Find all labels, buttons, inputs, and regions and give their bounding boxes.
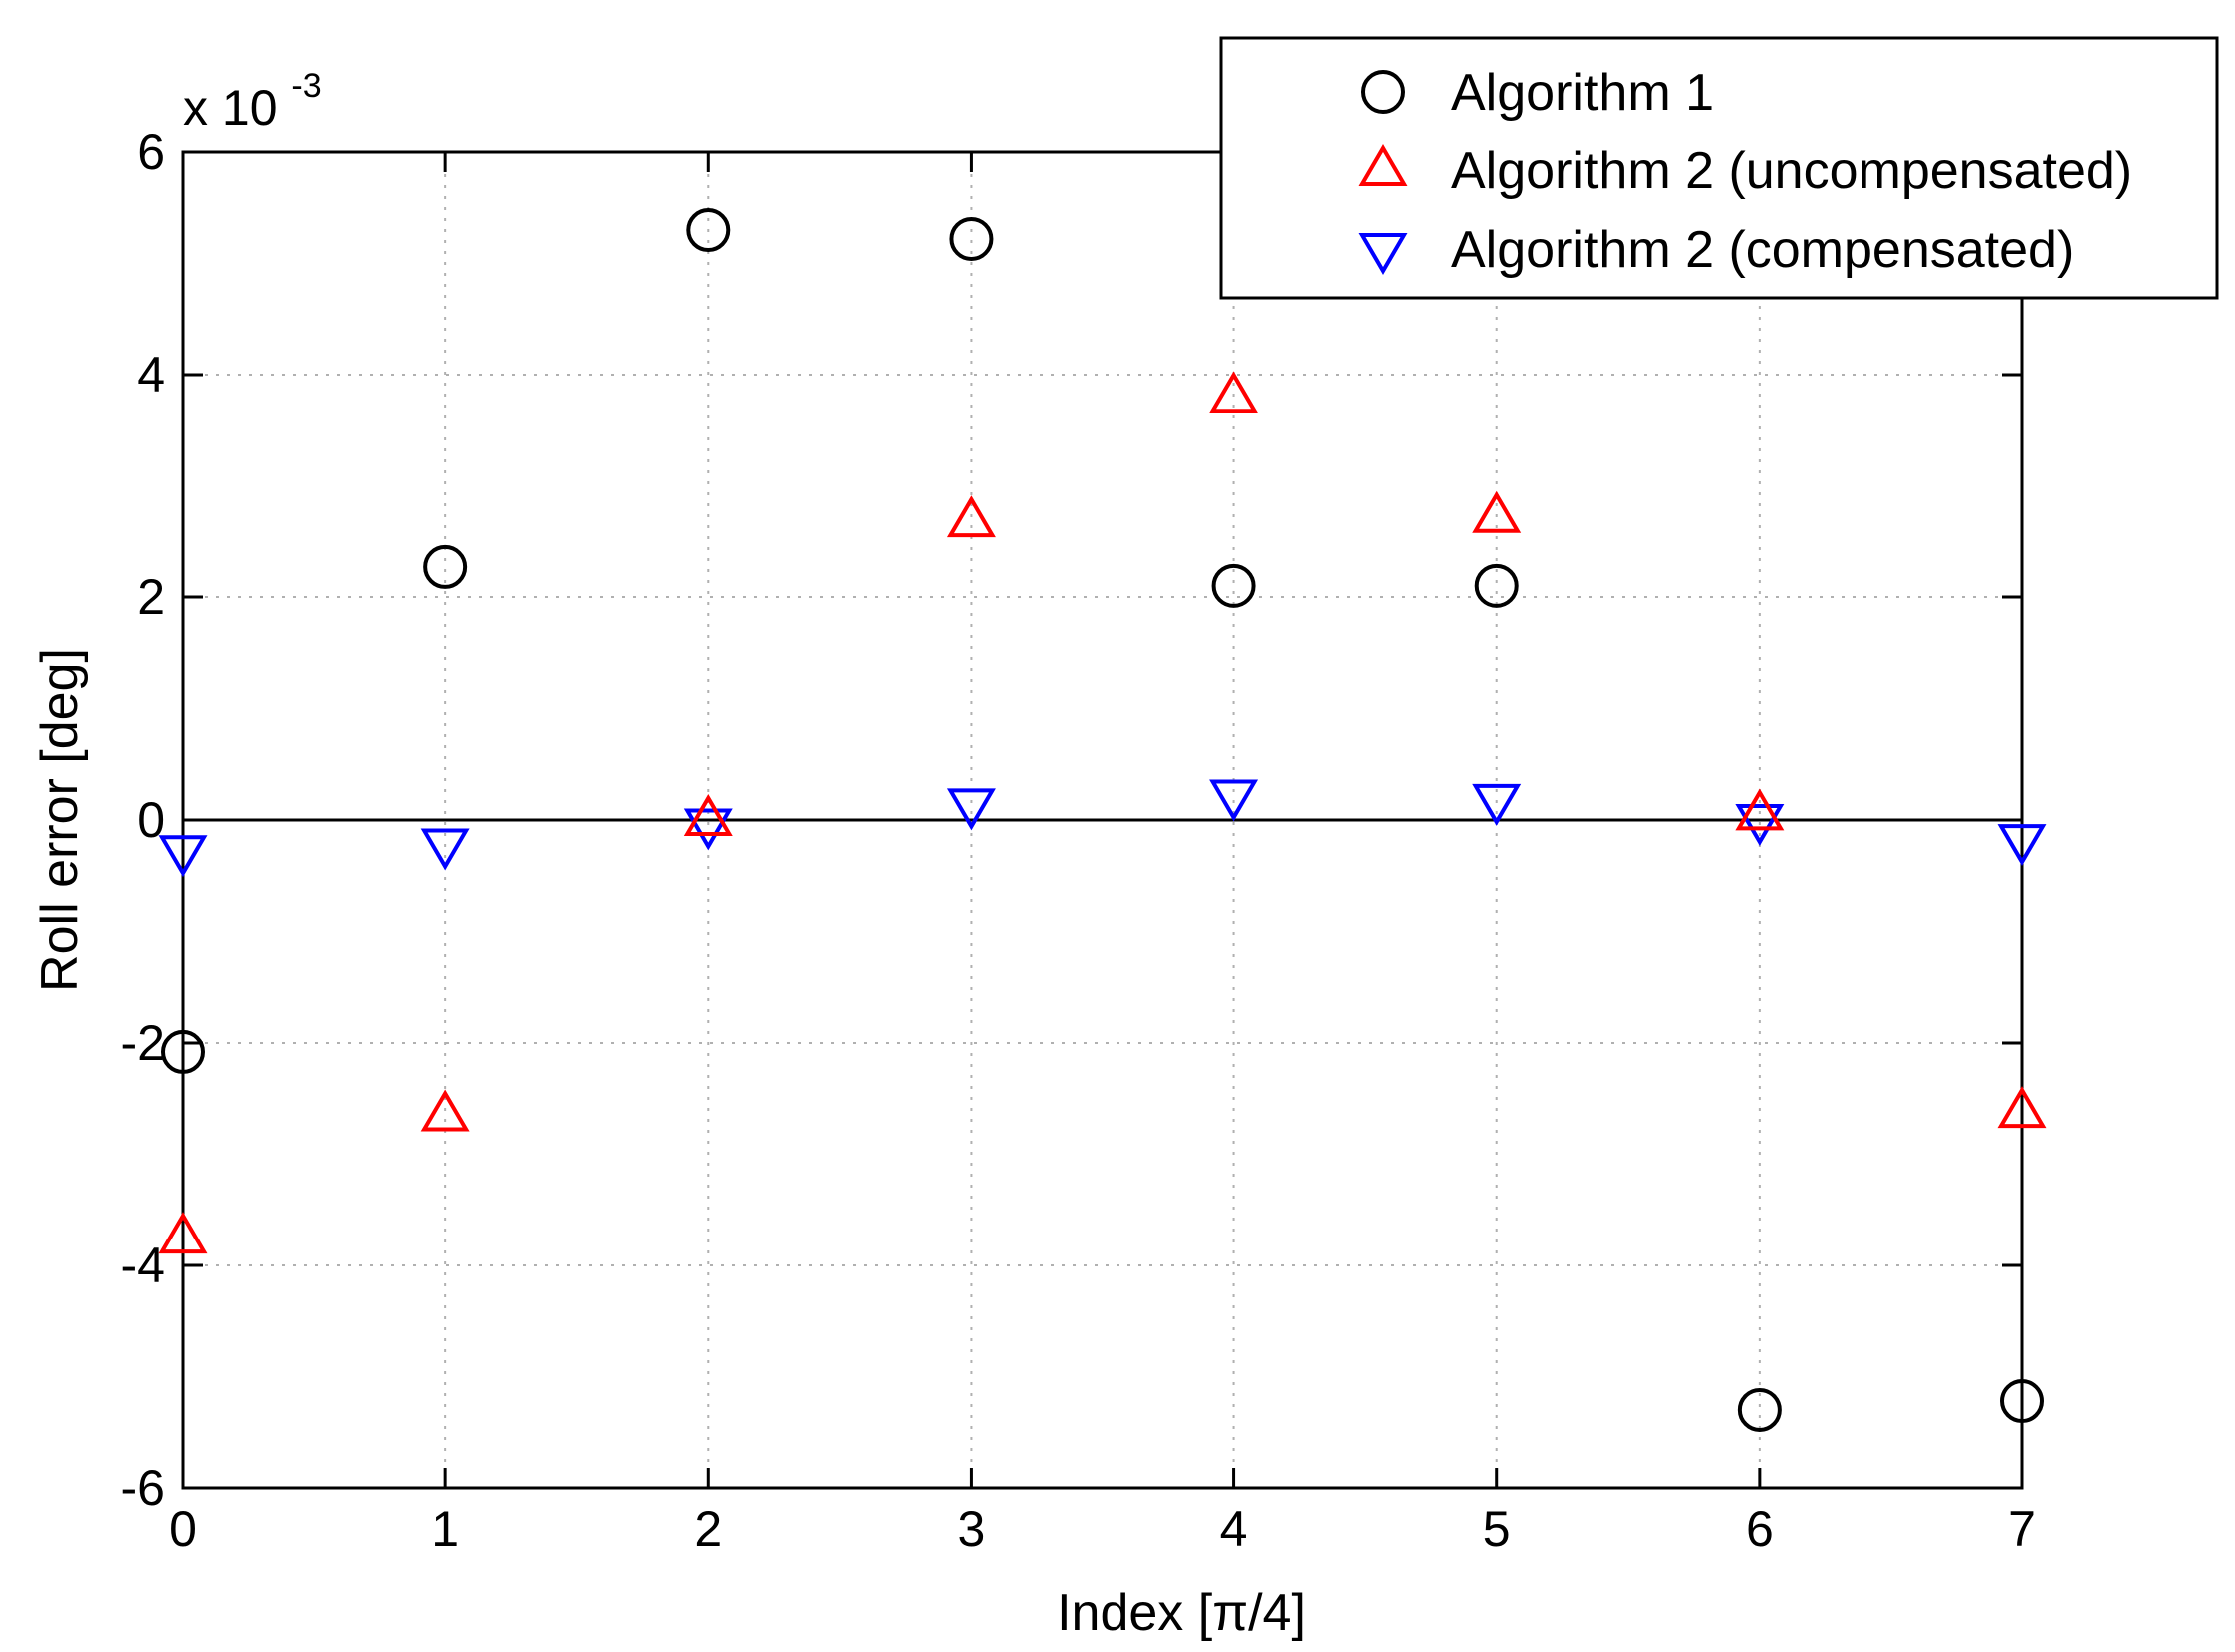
- legend-marker-1: [1361, 70, 1405, 114]
- data-point-series-3: [1735, 804, 1785, 846]
- y-tick-label: -2: [121, 1015, 165, 1071]
- data-point-series-3: [1997, 824, 2047, 867]
- y-tick-label: 4: [137, 347, 165, 403]
- data-point-series-2: [420, 1089, 470, 1132]
- x-tick-label: 1: [431, 1501, 459, 1557]
- x-tick-label: 0: [169, 1501, 197, 1557]
- y-tick-label: 2: [137, 569, 165, 625]
- y-axis-multiplier-exponent: -3: [291, 67, 321, 105]
- data-point-series-1: [2000, 1379, 2044, 1424]
- data-point-series-1: [423, 544, 468, 589]
- x-tick-label: 4: [1220, 1501, 1248, 1557]
- data-point-series-3: [1209, 779, 1259, 822]
- legend: Algorithm 1 Algorithm 2 (uncompensated) Al…: [1219, 36, 2219, 300]
- y-axis-multiplier-base: x 10: [183, 80, 278, 136]
- data-point-series-1: [949, 216, 994, 261]
- data-point-series-2: [683, 794, 733, 836]
- data-point-series-3: [1472, 783, 1522, 826]
- legend-label-1: Algorithm 1: [1451, 64, 1714, 122]
- x-tick-label: 6: [1746, 1501, 1774, 1557]
- data-point-series-1: [1737, 1387, 1782, 1432]
- x-tick-label: 7: [2008, 1501, 2036, 1557]
- y-tick-label: 0: [137, 792, 165, 848]
- legend-box: [1219, 36, 2219, 300]
- data-point-series-1: [1474, 563, 1519, 608]
- tick-layer: 0 1 2 3 4 5 6 7 -6 -4 -2 0 2 4 6: [121, 124, 2036, 1557]
- series-2-markers: [158, 371, 2047, 1254]
- legend-entry-3: Algorithm 2 (compensated): [1358, 221, 2074, 279]
- series-1-markers: [161, 208, 2044, 1432]
- y-axis-label: Roll error [deg]: [31, 648, 89, 992]
- y-tick-label: -4: [121, 1238, 165, 1293]
- legend-entry-2: Algorithm 2 (uncompensated): [1358, 142, 2132, 200]
- data-point-series-2: [1209, 371, 1259, 413]
- data-point-series-3: [158, 835, 208, 878]
- data-point-series-1: [1211, 563, 1256, 608]
- marker-layer: [158, 208, 2047, 1432]
- series-3-markers: [158, 779, 2047, 878]
- y-tick-label: -6: [121, 1460, 165, 1516]
- data-point-series-2: [1735, 788, 1785, 831]
- legend-marker-3: [1358, 233, 1408, 275]
- data-point-series-2: [1997, 1086, 2047, 1129]
- x-tick-label: 2: [694, 1501, 722, 1557]
- legend-label-3: Algorithm 2 (compensated): [1451, 221, 2074, 279]
- data-point-series-1: [161, 1029, 205, 1074]
- x-tick-label: 3: [958, 1501, 986, 1557]
- legend-label-2: Algorithm 2 (uncompensated): [1451, 142, 2132, 200]
- y-axis-multiplier: x 10 -3: [183, 67, 322, 136]
- x-axis-label: Index [π/4]: [1057, 1584, 1306, 1642]
- x-tick-label: 5: [1483, 1501, 1511, 1557]
- data-point-series-2: [946, 495, 996, 538]
- data-point-series-2: [158, 1212, 208, 1254]
- data-point-series-3: [683, 808, 733, 851]
- legend-entry-1: Algorithm 1: [1361, 64, 1714, 122]
- data-point-series-2: [1472, 490, 1522, 533]
- data-point-series-3: [420, 828, 470, 871]
- legend-marker-2: [1358, 144, 1408, 186]
- y-tick-label: 6: [137, 124, 165, 180]
- data-point-series-3: [946, 788, 996, 831]
- data-point-series-1: [686, 208, 731, 253]
